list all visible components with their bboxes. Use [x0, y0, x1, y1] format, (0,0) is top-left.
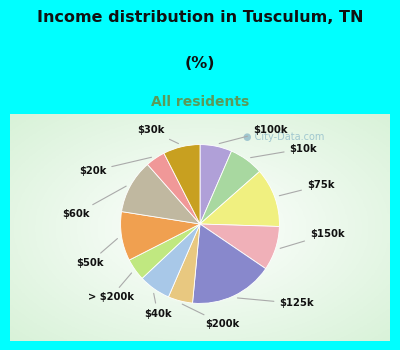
Text: $125k: $125k [238, 298, 314, 308]
Wedge shape [164, 145, 200, 224]
Wedge shape [200, 172, 280, 226]
Wedge shape [120, 212, 200, 260]
Text: $100k: $100k [219, 125, 288, 144]
Wedge shape [129, 224, 200, 278]
Wedge shape [200, 151, 260, 224]
Text: $60k: $60k [62, 186, 126, 219]
Text: $30k: $30k [137, 125, 178, 144]
Wedge shape [168, 224, 200, 303]
Text: $150k: $150k [280, 229, 344, 248]
Text: $20k: $20k [79, 157, 152, 176]
Text: > $200k: > $200k [88, 273, 134, 302]
Text: $40k: $40k [144, 293, 172, 319]
Text: $10k: $10k [251, 144, 317, 158]
Text: $50k: $50k [76, 239, 118, 268]
Wedge shape [192, 224, 266, 303]
Text: Income distribution in Tusculum, TN: Income distribution in Tusculum, TN [37, 10, 363, 26]
Wedge shape [142, 224, 200, 297]
Text: $75k: $75k [279, 180, 334, 196]
Text: (%): (%) [185, 56, 215, 71]
Text: $200k: $200k [182, 304, 240, 329]
Wedge shape [200, 145, 232, 224]
Wedge shape [122, 164, 200, 224]
Text: ● City-Data.com: ● City-Data.com [243, 132, 324, 142]
Wedge shape [148, 153, 200, 224]
Text: All residents: All residents [151, 94, 249, 108]
Wedge shape [200, 224, 279, 269]
